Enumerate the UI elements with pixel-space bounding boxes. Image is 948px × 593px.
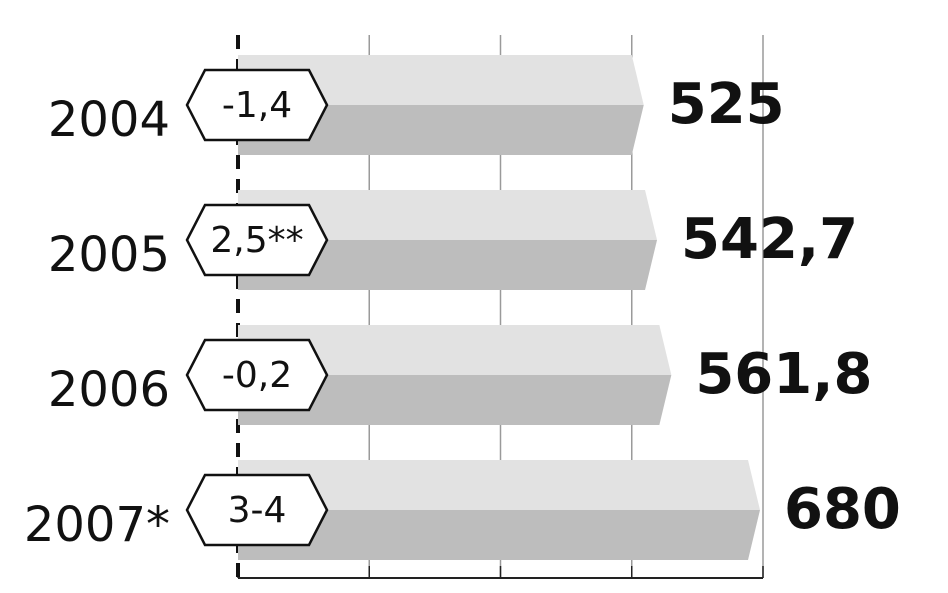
bar [238,190,658,290]
annotation: -0,2 [222,355,292,396]
annotation-badge [185,338,329,412]
value-label: 561,8 [695,342,872,407]
annotation-badge [185,68,329,142]
bar [238,55,644,155]
annotation: 2,5** [210,220,303,261]
category-label: 2006 [48,362,170,418]
category-label: 2007* [24,497,170,553]
value-label: 542,7 [681,207,858,272]
annotation-badge [185,473,329,547]
category-label: 2005 [48,227,170,283]
bar [238,325,672,425]
value-label: 680 [784,477,901,542]
bar [238,460,760,560]
category-label: 2004 [48,92,170,148]
annotation-badge [185,203,329,277]
annotation: 3-4 [228,490,287,531]
annotation: -1,4 [222,85,292,126]
value-label: 525 [668,72,785,137]
